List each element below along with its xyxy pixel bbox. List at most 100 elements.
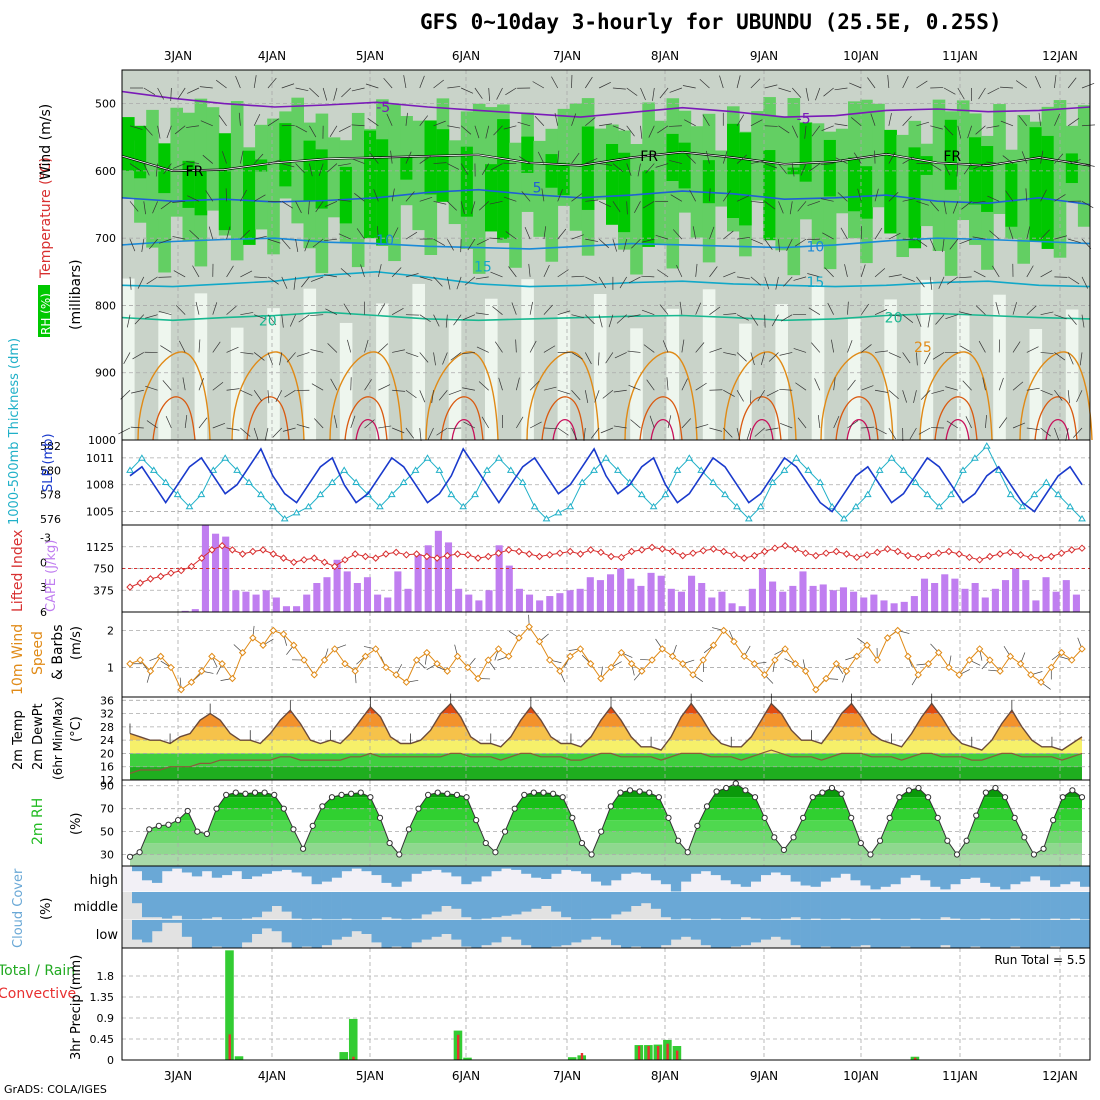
wind-barb: [343, 303, 352, 315]
wind-barb: [821, 125, 834, 131]
isotherm-35-dome: [945, 419, 970, 441]
rh2m-line-marker: [540, 789, 547, 796]
isotherm-35-dome: [451, 419, 476, 441]
wind-barb: [392, 427, 405, 434]
wind-barb: [212, 423, 226, 429]
cloud-middle-bar: [381, 892, 392, 918]
cloud-high-bar: [640, 866, 652, 874]
wind10-line-marker: [515, 634, 523, 642]
cloud-low-bar: [601, 920, 612, 940]
thickness-line-marker: [649, 502, 658, 510]
rh-band: [130, 854, 1082, 866]
rh2m-line-marker: [1059, 794, 1066, 801]
lifted-index-line-marker: [771, 544, 779, 552]
cloud-low-bar: [830, 920, 841, 948]
isotherm-25-dome: [329, 351, 403, 441]
rh2m-line-marker: [1050, 817, 1057, 824]
cloud-high-bar: [820, 866, 831, 882]
wind-barb: [764, 84, 778, 89]
temp-tick: 20: [100, 747, 114, 760]
wind-barb: [557, 150, 560, 164]
rh2m-line-marker: [934, 814, 941, 821]
thickness-line-marker: [518, 478, 527, 485]
cloud-high-bar: [281, 866, 292, 870]
wind-barb: [641, 238, 655, 243]
wind-barb: [943, 163, 951, 176]
wind-barb: [931, 389, 945, 394]
cloud-high-bar: [1060, 866, 1071, 885]
cape-bar: [708, 597, 716, 612]
wind-barb: [722, 151, 728, 164]
lifted-index-line-marker: [382, 550, 390, 558]
isotherm-30-dome: [639, 396, 683, 441]
thickness-line-marker: [709, 478, 717, 485]
rh-moist-band: [896, 134, 909, 258]
wind-barb: [599, 123, 612, 127]
wind-barb: [143, 163, 150, 176]
lifted-index-line-marker: [986, 552, 994, 561]
wind-barb: [957, 87, 965, 100]
wind-barb: [557, 228, 567, 240]
wind-barb: [554, 112, 559, 126]
cloud-low-bar: [531, 920, 542, 948]
wind-barb: [1079, 352, 1083, 366]
wind-barb: [972, 236, 986, 240]
minmax-axis-label: (6hr Min/Max): [51, 697, 65, 781]
rh2m-line-marker: [511, 805, 518, 812]
rh-saturated-band: [969, 137, 982, 205]
wind10-line-marker: [249, 634, 257, 642]
wind-barb: [571, 113, 577, 126]
cape-bar: [931, 583, 939, 612]
wind10-line-marker: [832, 660, 841, 668]
isotherm-25-dome: [137, 351, 211, 441]
thickness-line-marker: [138, 454, 146, 461]
cloud-low-bar: [780, 920, 791, 940]
rh2m-line-marker: [809, 794, 816, 801]
rh-saturated-band: [134, 125, 147, 179]
wind-barb: [453, 314, 462, 326]
thickness-line-marker: [435, 466, 444, 473]
cloud-middle-bar: [221, 892, 233, 920]
wind-barb: [985, 415, 987, 429]
rh2m-line: [129, 782, 1083, 858]
wind-barb: [1026, 346, 1039, 353]
cape-bar: [738, 606, 746, 612]
temp-tick: 28: [100, 721, 114, 734]
wind-barb: [916, 121, 930, 127]
rh-moist-band: [255, 124, 268, 230]
cloud-middle-bar: [900, 892, 911, 920]
lifted-index-line-marker: [1078, 544, 1086, 552]
rh2m-line-marker: [703, 803, 711, 810]
wind-barb: [192, 265, 200, 278]
thickness-line-marker: [471, 490, 479, 498]
cloud-high-bar: [311, 866, 322, 885]
cloud-high-label: high: [90, 873, 118, 888]
wind-barb: [447, 125, 461, 129]
cloud-middle-bar: [331, 892, 342, 920]
rh-legend-swatch: [38, 285, 50, 337]
wind-barb: [778, 163, 787, 174]
cape-bar: [414, 554, 422, 612]
thickness-line-marker: [733, 502, 741, 510]
wind-barb: [474, 87, 483, 99]
cape-bar: [920, 578, 929, 612]
wind-barb: [902, 198, 916, 202]
wind-barb: [392, 349, 405, 353]
cape-bar: [566, 590, 574, 612]
wind-barb: [695, 263, 698, 277]
cape-bar: [667, 588, 675, 612]
cloud-middle-bar: [311, 892, 322, 919]
wind-barb: [648, 125, 655, 138]
wind-barb: [793, 276, 807, 281]
rh2m-line-marker: [905, 787, 913, 794]
cloud-middle-bar: [1060, 892, 1071, 920]
wind-barb: [585, 76, 593, 89]
thickness-line-marker: [423, 454, 432, 461]
isotherm-30-dome: [835, 396, 879, 441]
lifted-index-line-marker: [1068, 546, 1076, 554]
cloud-low-bar: [670, 920, 682, 940]
cloud-low-bar: [391, 920, 402, 947]
cloud-high-bar: [231, 866, 243, 872]
cape-bar: [191, 609, 199, 612]
cloud-low-bar: [870, 920, 881, 948]
